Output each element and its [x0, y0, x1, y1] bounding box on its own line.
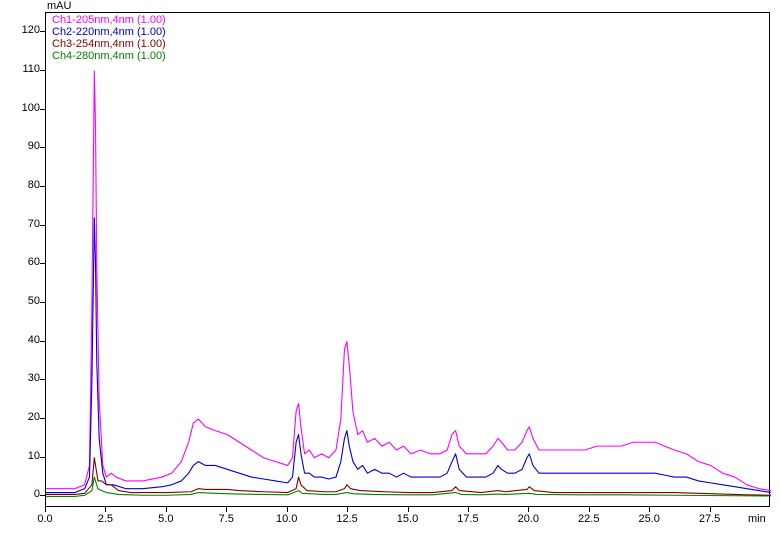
x-tick — [45, 507, 46, 512]
series-line — [46, 477, 771, 496]
legend-item: Ch2-220nm,4nm (1.00) — [52, 26, 166, 38]
x-tick-label: 7.5 — [219, 513, 234, 525]
y-tick-label: 90 — [10, 140, 40, 152]
x-tick-label: 2.5 — [98, 513, 113, 525]
x-tick — [347, 507, 348, 512]
y-tick — [40, 495, 45, 496]
y-tick-label: 40 — [10, 334, 40, 346]
x-tick — [649, 507, 650, 512]
legend-item: Ch3-254nm,4nm (1.00) — [52, 38, 166, 50]
legend-item: Ch1-205nm,4nm (1.00) — [52, 14, 166, 26]
series-line — [46, 71, 771, 491]
x-tick-label: 27.5 — [699, 513, 720, 525]
x-tick-label: 22.5 — [578, 513, 599, 525]
x-tick-label: 10.0 — [276, 513, 297, 525]
x-tick-label: 12.5 — [336, 513, 357, 525]
x-tick-label: 20.0 — [518, 513, 539, 525]
series-line — [46, 458, 771, 496]
y-tick — [40, 341, 45, 342]
x-tick — [468, 507, 469, 512]
chromatogram-chart: mAU 0 10 20 30 40 50 60 70 80 90 100 110 120 0.0 2.5 5… — [0, 0, 780, 534]
y-tick — [40, 186, 45, 187]
y-tick — [40, 147, 45, 148]
y-tick-label: 20 — [10, 411, 40, 423]
y-tick-label: 0 — [10, 488, 40, 500]
x-tick-label: 15.0 — [397, 513, 418, 525]
y-tick — [40, 302, 45, 303]
plot-area — [45, 12, 770, 507]
y-tick — [40, 70, 45, 71]
y-tick — [40, 109, 45, 110]
x-tick — [166, 507, 167, 512]
x-tick-label: 17.5 — [457, 513, 478, 525]
y-tick-label: 10 — [10, 450, 40, 462]
x-axis-unit: min — [748, 513, 766, 525]
y-tick — [40, 418, 45, 419]
y-tick — [40, 225, 45, 226]
y-axis-unit: mAU — [47, 0, 71, 12]
y-tick — [40, 379, 45, 380]
y-tick-label: 110 — [10, 63, 40, 75]
y-tick-label: 30 — [10, 372, 40, 384]
y-tick — [40, 31, 45, 32]
y-tick — [40, 457, 45, 458]
x-tick-label: 0.0 — [37, 513, 52, 525]
x-tick — [287, 507, 288, 512]
y-tick-label: 70 — [10, 218, 40, 230]
x-tick — [710, 507, 711, 512]
y-tick-label: 120 — [10, 24, 40, 36]
y-tick-label: 50 — [10, 295, 40, 307]
x-tick — [408, 507, 409, 512]
series-svg — [46, 13, 771, 508]
x-tick — [105, 507, 106, 512]
y-tick-label: 80 — [10, 179, 40, 191]
y-tick-label: 100 — [10, 102, 40, 114]
x-tick — [589, 507, 590, 512]
x-tick — [226, 507, 227, 512]
y-tick-label: 60 — [10, 256, 40, 268]
legend-item: Ch4-280nm,4nm (1.00) — [52, 50, 166, 62]
y-tick — [40, 263, 45, 264]
x-tick-label: 25.0 — [638, 513, 659, 525]
x-tick-label: 5.0 — [158, 513, 173, 525]
x-tick — [528, 507, 529, 512]
